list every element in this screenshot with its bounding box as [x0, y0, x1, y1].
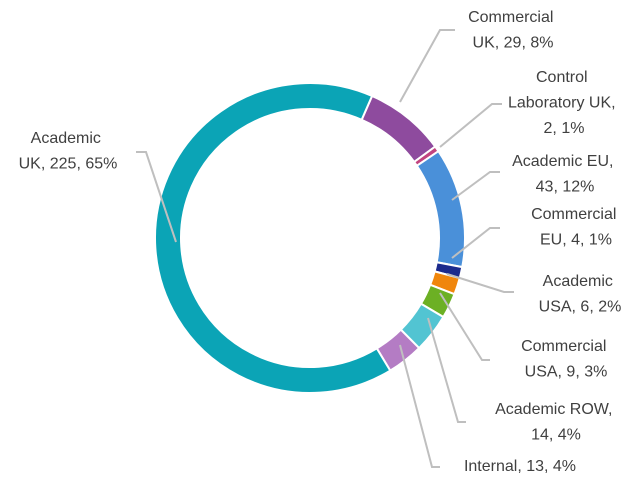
data-label: Academic ROW, 14, 4% — [495, 401, 617, 444]
donut-slice — [360, 94, 437, 164]
leader-line — [439, 292, 490, 361]
leader-line — [451, 227, 500, 259]
data-label: Academic USA, 6, 2% — [539, 273, 622, 316]
data-label: Internal, 13, 4% — [464, 458, 576, 475]
leader-line — [136, 151, 177, 243]
data-label: Commercial USA, 9, 3% — [521, 338, 611, 381]
data-label: Control Laboratory UK, 2, 1% — [508, 69, 620, 137]
donut-slice — [415, 149, 466, 269]
leader-line — [427, 317, 466, 423]
leader-line — [451, 171, 500, 201]
leader-line — [399, 29, 455, 103]
donut-slice — [154, 82, 392, 394]
data-label: Academic EU, 43, 12% — [512, 153, 618, 196]
leader-line — [439, 103, 502, 148]
data-label: Commercial UK, 29, 8% — [468, 9, 558, 52]
data-label: Commercial EU, 4, 1% — [531, 206, 621, 249]
data-label: Academic UK, 225, 65% — [19, 130, 118, 173]
leader-line — [446, 273, 514, 293]
leader-line — [399, 344, 440, 468]
